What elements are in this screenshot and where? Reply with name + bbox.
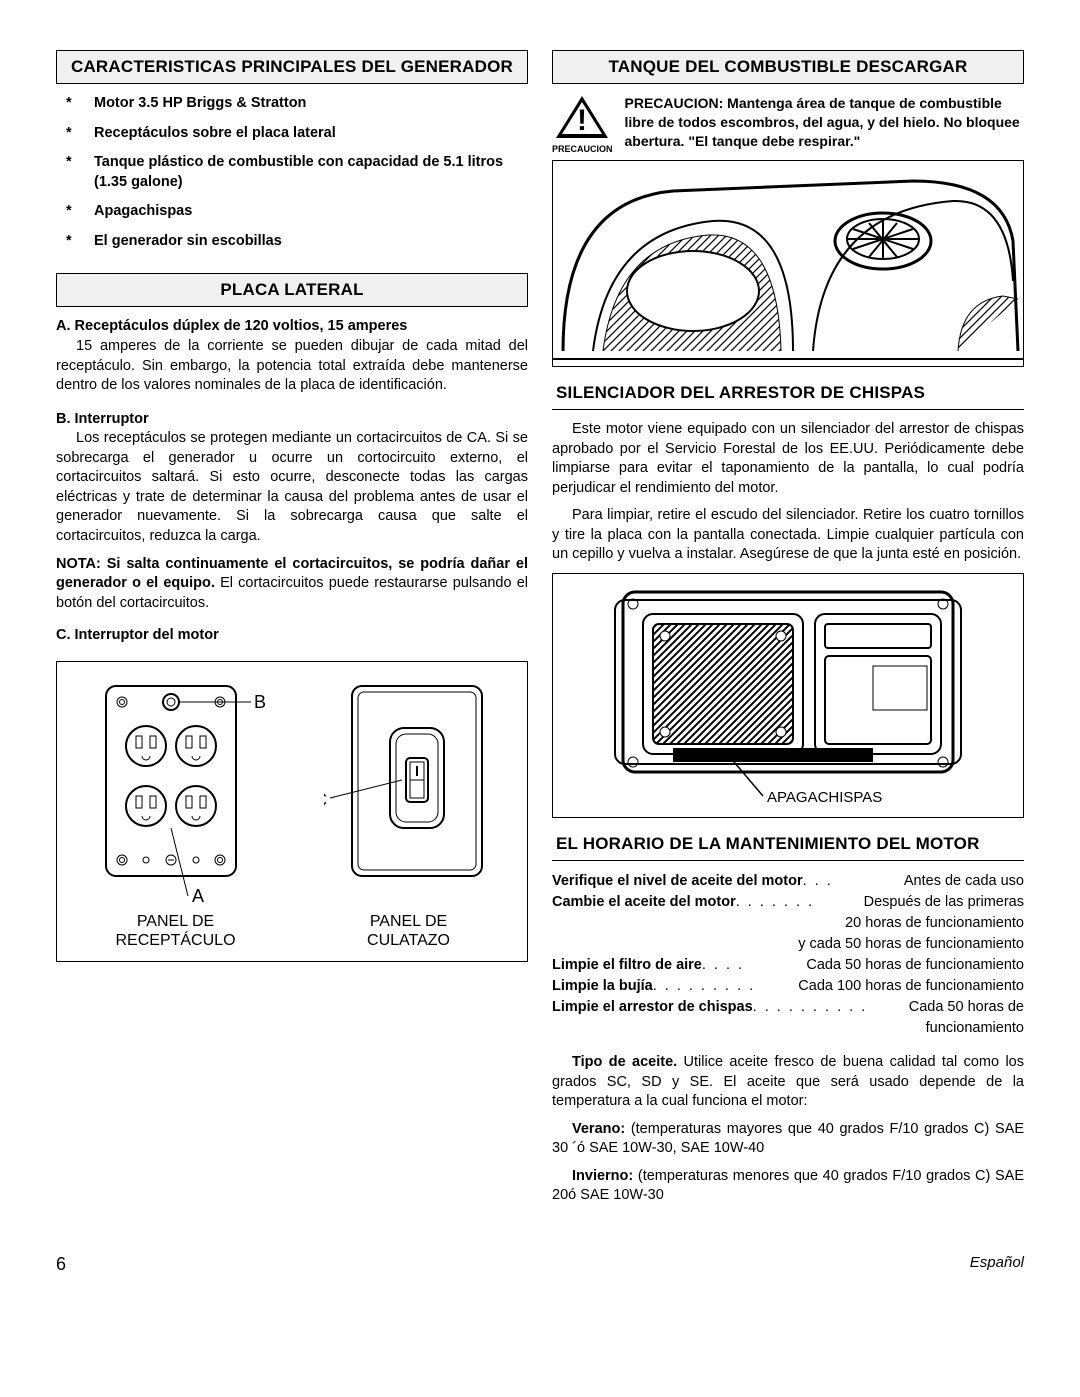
item-b: B. Interruptor Los receptáculos se prote…	[56, 410, 528, 547]
tank-figure	[552, 160, 1024, 367]
feature-item: Motor 3.5 HP Briggs & Stratton	[66, 94, 528, 114]
summer-paragraph: Verano: (temperaturas mayores que 40 gra…	[552, 1120, 1024, 1159]
item-a-head: A. Receptáculos dúplex de 120 voltios, 1…	[56, 318, 407, 334]
panel-figure: A B PANEL DERECEPTÁCULO	[56, 661, 528, 961]
caution-icon: ! PRECAUCION	[552, 94, 613, 154]
muffler-figure: APAGACHISPAS	[552, 573, 1024, 818]
section-title-arrestor: SILENCIADOR DEL ARRESTOR DE CHISPAS	[552, 381, 1024, 410]
svg-text:!: !	[577, 104, 587, 137]
section-title-features: CARACTERISTICAS PRINCIPALES DEL GENERADO…	[56, 50, 528, 84]
breech-panel-diagram: C	[324, 678, 494, 908]
receptacle-panel-label: PANEL DERECEPTÁCULO	[115, 912, 235, 950]
receptacle-panel-diagram: A B	[86, 678, 266, 908]
section-title-tank: TANQUE DEL COMBUSTIBLE DESCARGAR	[552, 50, 1024, 84]
feature-item: Apagachispas	[66, 202, 528, 222]
caution-block: ! PRECAUCION PRECAUCION: Mantenga área d…	[552, 94, 1024, 154]
feature-list: Motor 3.5 HP Briggs & Stratton Receptácu…	[56, 94, 528, 251]
language-label: Español	[970, 1254, 1024, 1275]
item-a-body: 15 amperes de la corriente se pueden dib…	[56, 337, 528, 396]
arrestor-para2: Para limpiar, retire el escudo del silen…	[552, 506, 1024, 565]
item-b-note: NOTA: Si salta continuamente el cortacir…	[56, 555, 528, 614]
item-a: A. Receptáculos dúplex de 120 voltios, 1…	[56, 317, 528, 395]
section-title-schedule: EL HORARIO DE LA MANTENIMIENTO DEL MOTOR	[552, 832, 1024, 861]
caution-text: PRECAUCION: Mantenga área de tanque de c…	[625, 94, 1024, 151]
winter-paragraph: Invierno: (temperaturas menores que 40 g…	[552, 1167, 1024, 1206]
feature-item: Receptáculos sobre el placa lateral	[66, 124, 528, 144]
item-b-body: Los receptáculos se protegen mediante un…	[56, 429, 528, 546]
right-column: TANQUE DEL COMBUSTIBLE DESCARGAR ! PRECA…	[552, 50, 1024, 1214]
left-column: CARACTERISTICAS PRINCIPALES DEL GENERADO…	[56, 50, 528, 1214]
page-number: 6	[56, 1254, 66, 1275]
callout-c: C	[324, 790, 327, 810]
section-title-placa: PLACA LATERAL	[56, 273, 528, 307]
oil-paragraph: Tipo de aceite. Utilice aceite fresco de…	[552, 1053, 1024, 1112]
feature-item: Tanque plástico de combustible con capac…	[66, 153, 528, 192]
item-c-head: C. Interruptor del motor	[56, 627, 528, 643]
item-b-head: B. Interruptor	[56, 411, 149, 427]
breech-panel-label: PANEL DECULATAZO	[367, 912, 450, 950]
callout-a: A	[192, 886, 204, 906]
maintenance-schedule: Verifique el nivel de aceite del motor .…	[552, 871, 1024, 1039]
feature-item: El generador sin escobillas	[66, 232, 528, 252]
callout-b: B	[254, 692, 266, 712]
arrestor-para1: Este motor viene equipado con un silenci…	[552, 420, 1024, 498]
page-footer: 6 Español	[56, 1254, 1024, 1275]
arrestor-callout: APAGACHISPAS	[767, 789, 882, 806]
caution-label: PRECAUCION	[552, 144, 613, 154]
